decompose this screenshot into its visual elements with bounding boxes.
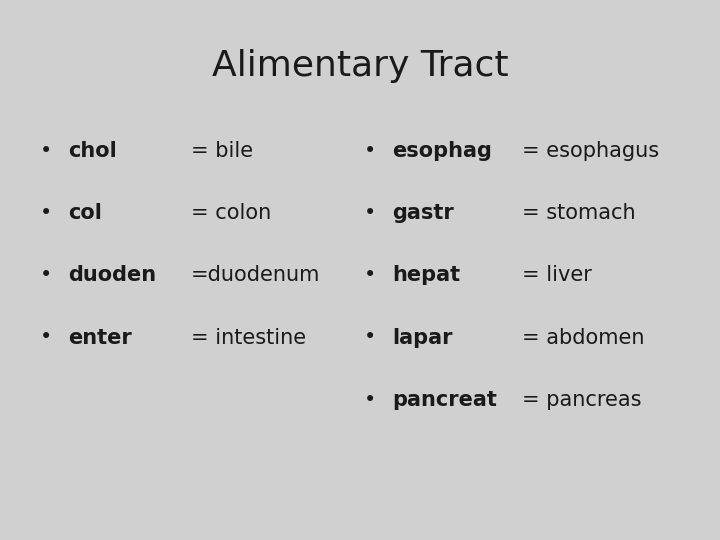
- Text: •: •: [40, 265, 52, 286]
- Text: •: •: [364, 141, 376, 161]
- Text: = intestine: = intestine: [191, 327, 306, 348]
- Text: esophag: esophag: [392, 141, 492, 161]
- Text: = esophagus: = esophagus: [522, 141, 659, 161]
- Text: = liver: = liver: [522, 265, 592, 286]
- Text: = pancreas: = pancreas: [522, 389, 642, 410]
- Text: pancreat: pancreat: [392, 389, 498, 410]
- Text: •: •: [40, 327, 52, 348]
- Text: = bile: = bile: [191, 141, 253, 161]
- Text: = stomach: = stomach: [522, 203, 636, 224]
- Text: col: col: [68, 203, 102, 224]
- Text: •: •: [364, 327, 376, 348]
- Text: chol: chol: [68, 141, 117, 161]
- Text: = abdomen: = abdomen: [522, 327, 644, 348]
- Text: •: •: [40, 203, 52, 224]
- Text: lapar: lapar: [392, 327, 453, 348]
- Text: Alimentary Tract: Alimentary Tract: [212, 49, 508, 83]
- Text: hepat: hepat: [392, 265, 461, 286]
- Text: •: •: [364, 203, 376, 224]
- Text: duoden: duoden: [68, 265, 156, 286]
- Text: •: •: [40, 141, 52, 161]
- Text: gastr: gastr: [392, 203, 454, 224]
- Text: enter: enter: [68, 327, 132, 348]
- Text: =duodenum: =duodenum: [191, 265, 320, 286]
- Text: = colon: = colon: [191, 203, 271, 224]
- Text: •: •: [364, 389, 376, 410]
- Text: •: •: [364, 265, 376, 286]
